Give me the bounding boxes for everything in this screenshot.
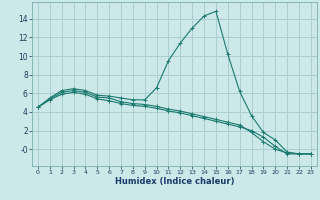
X-axis label: Humidex (Indice chaleur): Humidex (Indice chaleur)	[115, 177, 234, 186]
